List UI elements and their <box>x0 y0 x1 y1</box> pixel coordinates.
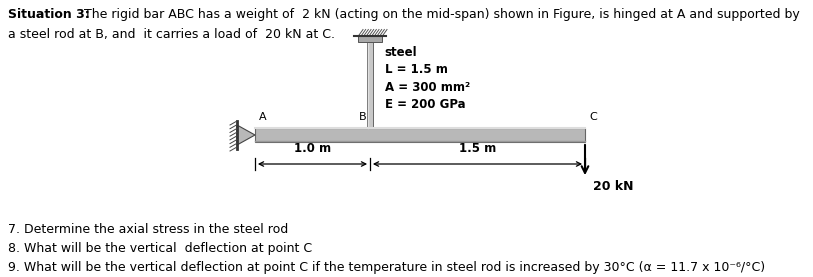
Text: The rigid bar ABC has a weight of  2 kN (acting on the mid-span) shown in Figure: The rigid bar ABC has a weight of 2 kN (… <box>80 8 800 21</box>
Text: C: C <box>589 112 597 122</box>
Text: a steel rod at B, and  it carries a load of  20 kN at C.: a steel rod at B, and it carries a load … <box>8 28 335 41</box>
FancyBboxPatch shape <box>255 128 585 142</box>
Text: L = 1.5 m: L = 1.5 m <box>385 63 448 76</box>
Text: A: A <box>259 112 267 122</box>
Text: A = 300 mm²: A = 300 mm² <box>385 81 470 94</box>
Text: Situation 3:: Situation 3: <box>8 8 89 21</box>
Text: E = 200 GPa: E = 200 GPa <box>385 99 465 112</box>
Text: 8. What will be the vertical  deflection at point C: 8. What will be the vertical deflection … <box>8 242 312 255</box>
Text: 1.5 m: 1.5 m <box>459 142 496 155</box>
Text: 9. What will be the vertical deflection at point C if the temperature in steel r: 9. What will be the vertical deflection … <box>8 261 765 274</box>
FancyBboxPatch shape <box>367 42 372 128</box>
Text: B: B <box>359 112 366 122</box>
FancyBboxPatch shape <box>358 37 382 42</box>
Text: steel: steel <box>385 46 417 59</box>
Text: 1.0 m: 1.0 m <box>294 142 331 155</box>
Text: 7. Determine the axial stress in the steel rod: 7. Determine the axial stress in the ste… <box>8 223 289 236</box>
Text: 20 kN: 20 kN <box>593 180 633 193</box>
Polygon shape <box>237 125 255 145</box>
